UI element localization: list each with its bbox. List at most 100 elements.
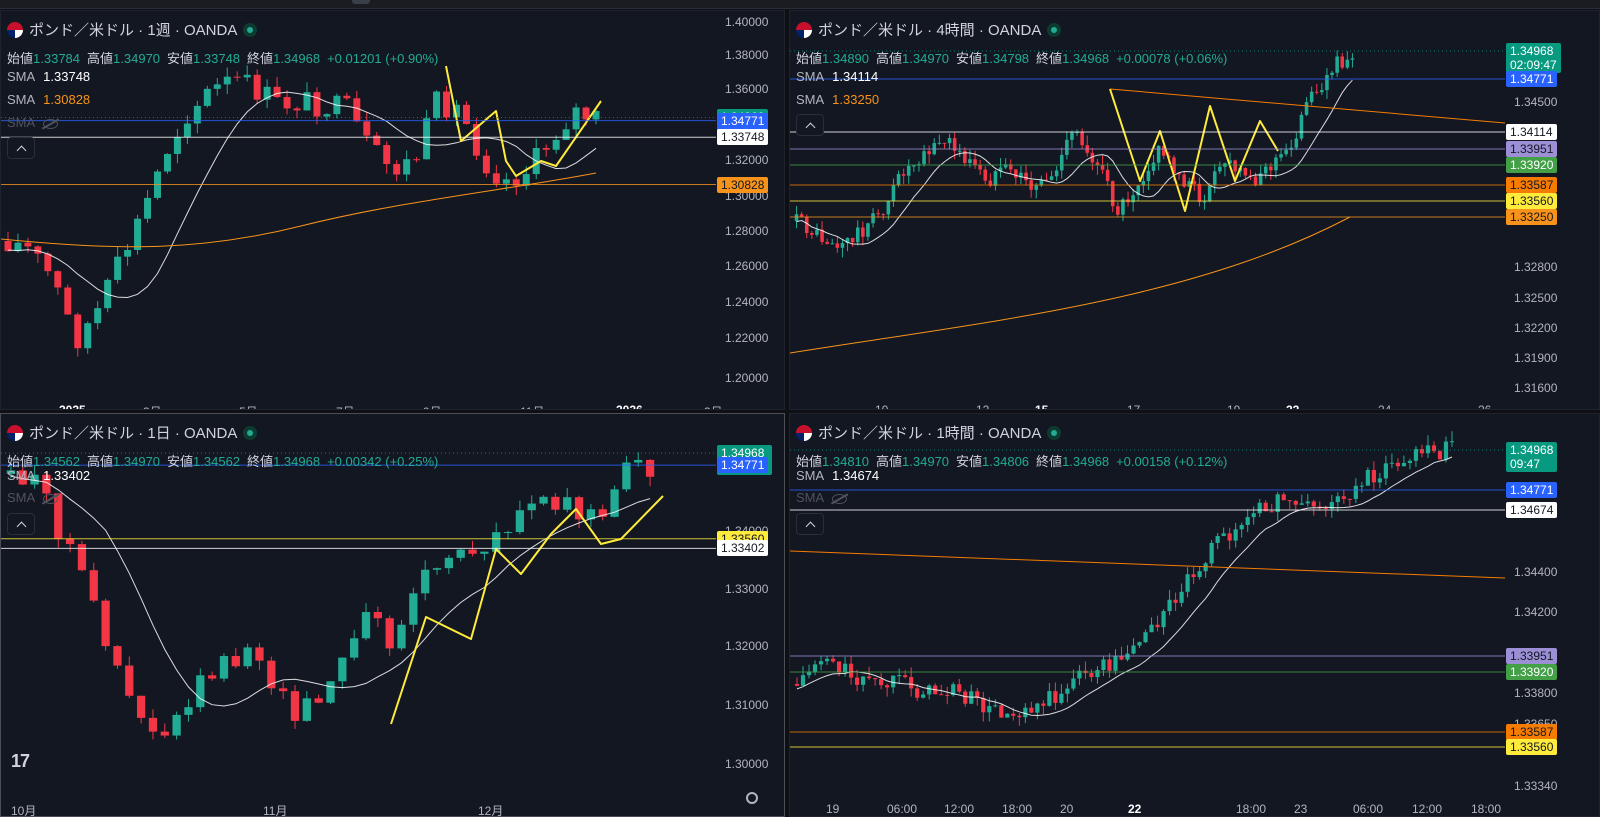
collapse-legend-button[interactable]	[796, 114, 824, 136]
candle-body	[383, 145, 391, 165]
symbol-header[interactable]: ポンド／米ドル · 1週 · OANDA	[7, 19, 258, 40]
candle-body	[975, 691, 980, 698]
hidden-eye-icon[interactable]	[43, 493, 59, 504]
candle-body	[582, 107, 590, 120]
price-tag[interactable]: 1.34114	[1506, 124, 1557, 140]
chart-panel-1h[interactable]: ポンド／米ドル · 1時間 · OANDA 始値1.34810 高値1.34970…	[789, 413, 1600, 817]
candle-body	[562, 129, 570, 140]
candle-body	[480, 551, 489, 554]
candle-body	[1383, 463, 1388, 479]
sma-fast-line	[10, 475, 651, 707]
price-tag-value: 1.33402	[721, 541, 765, 556]
candle-body	[293, 108, 301, 111]
candle-body	[1177, 173, 1181, 175]
collapse-legend-button[interactable]	[7, 137, 35, 159]
candle-body	[34, 246, 42, 254]
candle-body	[645, 459, 655, 477]
price-tag[interactable]: 1.34771	[1506, 482, 1558, 498]
time-axis-label: 11月	[520, 403, 544, 409]
price-tag[interactable]: 1.33250	[1506, 209, 1558, 225]
candle-body	[1431, 445, 1437, 452]
candle-body	[973, 159, 977, 165]
candle-body	[598, 509, 607, 517]
candle-body	[1065, 688, 1070, 694]
price-tag[interactable]: 1.33748	[717, 129, 769, 146]
price-axis-label: 1.34400	[1514, 565, 1558, 579]
candle-body	[1155, 624, 1160, 628]
candle-body	[30, 474, 39, 485]
price-tag[interactable]: 1.34968 02:09:47	[1506, 43, 1561, 73]
sma-legend-1[interactable]: SMA 1.34674	[796, 468, 880, 483]
symbol-title[interactable]: ポンド／米ドル · 1週 · OANDA	[29, 22, 238, 39]
symbol-title[interactable]: ポンド／米ドル · 4時間 · OANDA	[818, 22, 1042, 39]
sma-legend-2[interactable]: SMA	[796, 490, 848, 505]
drag-handle[interactable]	[352, 0, 370, 4]
candle-body	[4, 241, 12, 252]
price-tag[interactable]: 1.34771	[1506, 71, 1558, 87]
price-tag[interactable]: 1.33560	[1506, 739, 1558, 755]
sma-legend-2[interactable]: SMA 1.33250	[796, 92, 880, 107]
sma-legend-1[interactable]: SMA 1.34114	[796, 69, 879, 84]
candle-body	[1110, 181, 1115, 207]
price-tag[interactable]: 1.33560	[1506, 193, 1558, 209]
symbol-header[interactable]: ポンド／米ドル · 1時間 · OANDA	[796, 422, 1062, 443]
symbol-title[interactable]: ポンド／米ドル · 1日 · OANDA	[29, 425, 238, 442]
price-tag[interactable]: 1.33920	[1506, 157, 1558, 173]
price-tag[interactable]: 1.33587	[1506, 724, 1558, 740]
price-tag[interactable]: 1.34674	[1506, 502, 1558, 518]
hidden-eye-icon[interactable]	[43, 118, 59, 129]
price-tag[interactable]: 1.33951	[1506, 648, 1558, 664]
price-tag-value: 1.33560	[1510, 740, 1554, 754]
collapse-legend-button[interactable]	[7, 513, 35, 535]
price-tag[interactable]: 1.33951	[1506, 141, 1558, 157]
price-tag[interactable]: 1.33587	[1506, 177, 1558, 193]
chart-canvas-daily[interactable]	[1, 414, 785, 817]
candle-body	[144, 197, 152, 219]
price-tag[interactable]: 1.33920	[1506, 664, 1558, 680]
candle-body	[173, 136, 181, 154]
chart-panel-daily[interactable]: ポンド／米ドル · 1日 · OANDA 始値1.34562 高値1.34970 安…	[0, 413, 785, 817]
chart-canvas-4h[interactable]	[790, 11, 1600, 410]
sma-legend-3[interactable]: SMA	[7, 115, 59, 130]
market-open-icon	[1047, 425, 1062, 440]
candle-body	[885, 685, 890, 688]
candle-body	[1041, 703, 1046, 706]
candle-body	[353, 98, 361, 122]
time-axis-label: 22	[1128, 802, 1142, 816]
symbol-header[interactable]: ポンド／米ドル · 1日 · OANDA	[7, 422, 258, 443]
candle-body	[255, 647, 264, 661]
candle-body	[267, 660, 276, 689]
top-toolbar	[0, 0, 1600, 9]
candle-body	[163, 153, 171, 172]
sma-legend-1[interactable]: SMA 1.33402	[7, 468, 91, 483]
settings-gear-icon[interactable]	[746, 792, 758, 804]
candle-body	[462, 104, 470, 124]
symbol-title[interactable]: ポンド／米ドル · 1時間 · OANDA	[818, 425, 1042, 442]
price-tag[interactable]: 1.34771	[717, 457, 769, 474]
price-tag[interactable]: 1.33402	[717, 540, 769, 557]
sma-legend-2[interactable]: SMA 1.30828	[7, 92, 91, 107]
chart-panel-4h[interactable]: ポンド／米ドル · 4時間 · OANDA 始値1.34890 高値1.34970…	[789, 10, 1600, 410]
price-tag[interactable]: 1.34968 09:47	[1506, 442, 1558, 472]
chart-panel-weekly[interactable]: ポンド／米ドル · 1週 · OANDA 始値1.33784 高値1.34970 安…	[0, 10, 785, 410]
candle-body	[1017, 715, 1022, 718]
sma-legend-1[interactable]: SMA 1.33748	[7, 69, 91, 84]
symbol-header[interactable]: ポンド／米ドル · 4時間 · OANDA	[796, 19, 1062, 40]
tradingview-logo[interactable]: 17	[11, 751, 30, 771]
candle-body	[1005, 713, 1010, 718]
candle-body	[1029, 707, 1034, 713]
price-tag-value: 1.30828	[721, 177, 765, 192]
price-tag[interactable]: 1.30828	[717, 176, 769, 193]
collapse-legend-button[interactable]	[796, 513, 824, 535]
candle-body	[1377, 478, 1382, 483]
price-tag[interactable]: 1.34771	[717, 112, 769, 129]
chart-canvas-1h[interactable]	[790, 414, 1600, 817]
sma-legend-2[interactable]: SMA	[7, 490, 59, 505]
hidden-eye-icon[interactable]	[832, 493, 848, 504]
chart-canvas-weekly[interactable]	[1, 11, 785, 410]
candle-body	[503, 532, 513, 534]
candle-body	[1003, 164, 1008, 168]
candle-body	[937, 142, 942, 144]
candle-body	[1077, 670, 1082, 679]
candle-body	[124, 249, 132, 257]
